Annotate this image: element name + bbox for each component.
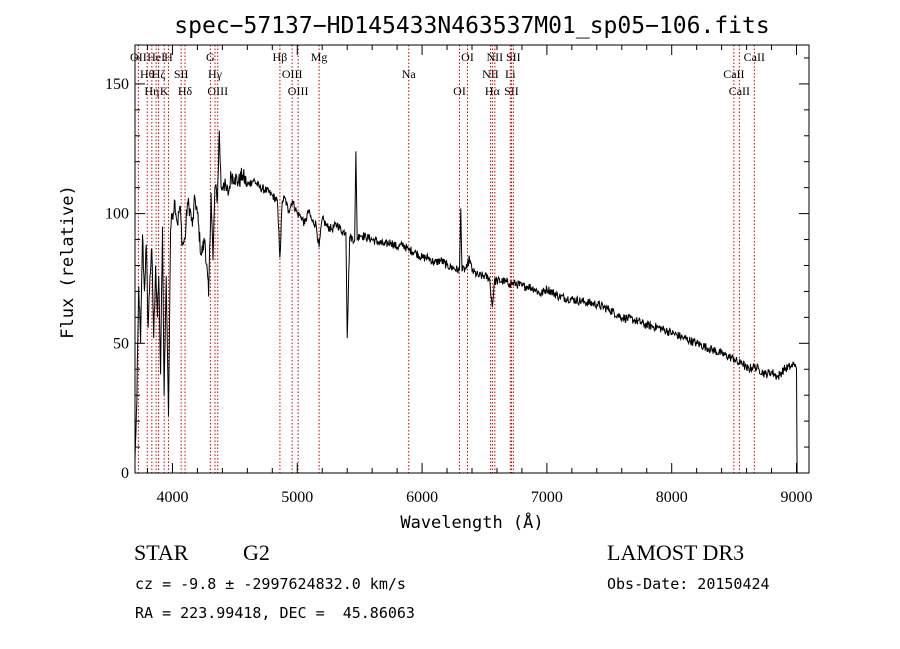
line-id-label: HeI	[147, 50, 165, 64]
redshift-velocity: cz = -9.8 ± -2997624832.0 km/s	[135, 575, 406, 593]
line-id-label: Hα	[485, 84, 501, 98]
chart-title: spec−57137−HD145433N463537M01_sp05−106.f…	[174, 13, 769, 39]
line-id-label: OII	[130, 50, 147, 64]
y-tick-label: 0	[121, 465, 129, 482]
line-id-label: NII	[482, 67, 499, 81]
line-id-label: Li	[505, 67, 516, 81]
x-axis-label: Wavelength (Å)	[400, 511, 543, 533]
object-subclass: G2	[243, 540, 270, 565]
y-tick-label: 100	[105, 206, 129, 223]
x-tick-label: 8000	[656, 489, 688, 506]
line-id-label: Hγ	[208, 67, 223, 81]
object-class: STAR	[134, 540, 189, 565]
line-id-label: Hη	[144, 84, 159, 98]
x-tick-label: 4000	[156, 489, 188, 506]
coordinates: RA = 223.99418, DEC = 45.86063	[135, 604, 415, 622]
observation-date: Obs-Date: 20150424	[607, 575, 770, 593]
y-axis-ticks: 0 50 100 150	[105, 57, 809, 482]
line-id-label: Mg	[311, 50, 328, 64]
line-id-label: SII	[174, 67, 189, 81]
x-tick-label: 5000	[281, 489, 313, 506]
line-id-label: Hβ	[273, 50, 288, 64]
y-tick-label: 50	[113, 335, 129, 352]
line-id-label: NII	[487, 50, 504, 64]
x-tick-label: 7000	[531, 489, 563, 506]
line-id-label: Hδ	[178, 84, 193, 98]
spectrum-line	[134, 130, 798, 474]
spectrum-series	[134, 130, 798, 474]
y-tick-label: 150	[105, 76, 129, 93]
y-axis-label: Flux (relative)	[58, 185, 78, 339]
line-id-label: OIII	[207, 84, 228, 98]
line-id-label: G	[206, 50, 215, 64]
survey-name: LAMOST DR3	[607, 540, 745, 565]
line-id-label: H	[164, 50, 173, 64]
line-id-label: CaII	[744, 50, 765, 64]
line-id-label: CaII	[723, 67, 744, 81]
line-id-label: OIII	[282, 67, 303, 81]
line-id-label: Na	[402, 67, 417, 81]
line-id-label: SII	[504, 84, 519, 98]
plot-frame	[134, 44, 810, 474]
line-id-label: CaII	[729, 84, 750, 98]
x-axis-ticks: 4000 5000 6000 7000 8000 9000	[146, 45, 813, 506]
x-tick-label: 9000	[781, 489, 813, 506]
line-id-label: K	[160, 84, 169, 98]
line-id-label: OI	[453, 84, 466, 98]
line-id-label: Hζ	[152, 67, 166, 81]
line-id-label: Hθ	[140, 67, 155, 81]
line-id-label: OI	[461, 50, 474, 64]
line-id-label: SII	[506, 50, 521, 64]
line-id-label: OIII	[288, 84, 309, 98]
x-tick-label: 6000	[406, 489, 438, 506]
line-id-markers: OIIHθHηHeIHζKHSIIHδGHγOIIIHβOIIIOIIIMgNa…	[130, 45, 765, 473]
